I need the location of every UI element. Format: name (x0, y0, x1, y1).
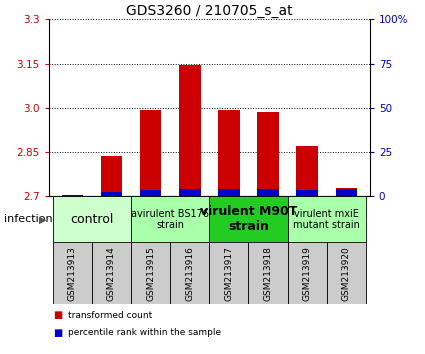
Bar (218, 110, 240, 196)
Text: infection: infection (4, 215, 53, 224)
Bar (131, 196, 209, 242)
Text: GSM213920: GSM213920 (342, 246, 351, 301)
Bar (327, 242, 366, 304)
Text: GSM213918: GSM213918 (264, 246, 272, 301)
Bar (296, 146, 318, 196)
Text: ▶: ▶ (39, 215, 47, 224)
Bar (53, 242, 92, 304)
Bar (53, 196, 131, 242)
Bar (170, 242, 209, 304)
Bar (179, 65, 201, 196)
Bar (101, 192, 122, 196)
Bar (101, 156, 122, 196)
Text: GSM213914: GSM213914 (107, 246, 116, 301)
Bar (257, 188, 279, 196)
Text: virulent mxiE
mutant strain: virulent mxiE mutant strain (293, 209, 360, 230)
Text: ■: ■ (53, 328, 62, 338)
Bar (140, 110, 162, 196)
Text: virulent M90T
strain: virulent M90T strain (200, 205, 297, 234)
Title: GDS3260 / 210705_s_at: GDS3260 / 210705_s_at (126, 5, 293, 18)
Text: transformed count: transformed count (68, 310, 152, 320)
Text: ■: ■ (53, 310, 62, 320)
Text: GSM213913: GSM213913 (68, 246, 77, 301)
Bar (296, 190, 318, 196)
Bar (179, 188, 201, 196)
Bar (92, 242, 131, 304)
Text: GSM213917: GSM213917 (224, 246, 233, 301)
Text: avirulent BS176
strain: avirulent BS176 strain (131, 209, 209, 230)
Bar (335, 188, 357, 196)
Text: GSM213915: GSM213915 (146, 246, 155, 301)
Text: percentile rank within the sample: percentile rank within the sample (68, 328, 221, 337)
Text: GSM213919: GSM213919 (303, 246, 312, 301)
Bar (335, 188, 357, 196)
Bar (209, 242, 249, 304)
Bar (288, 196, 366, 242)
Bar (140, 190, 162, 196)
Bar (218, 188, 240, 196)
Bar (209, 196, 288, 242)
Bar (249, 242, 288, 304)
Bar (62, 195, 83, 196)
Text: control: control (70, 213, 113, 226)
Text: GSM213916: GSM213916 (185, 246, 194, 301)
Bar (131, 242, 170, 304)
Bar (257, 112, 279, 196)
Bar (288, 242, 327, 304)
